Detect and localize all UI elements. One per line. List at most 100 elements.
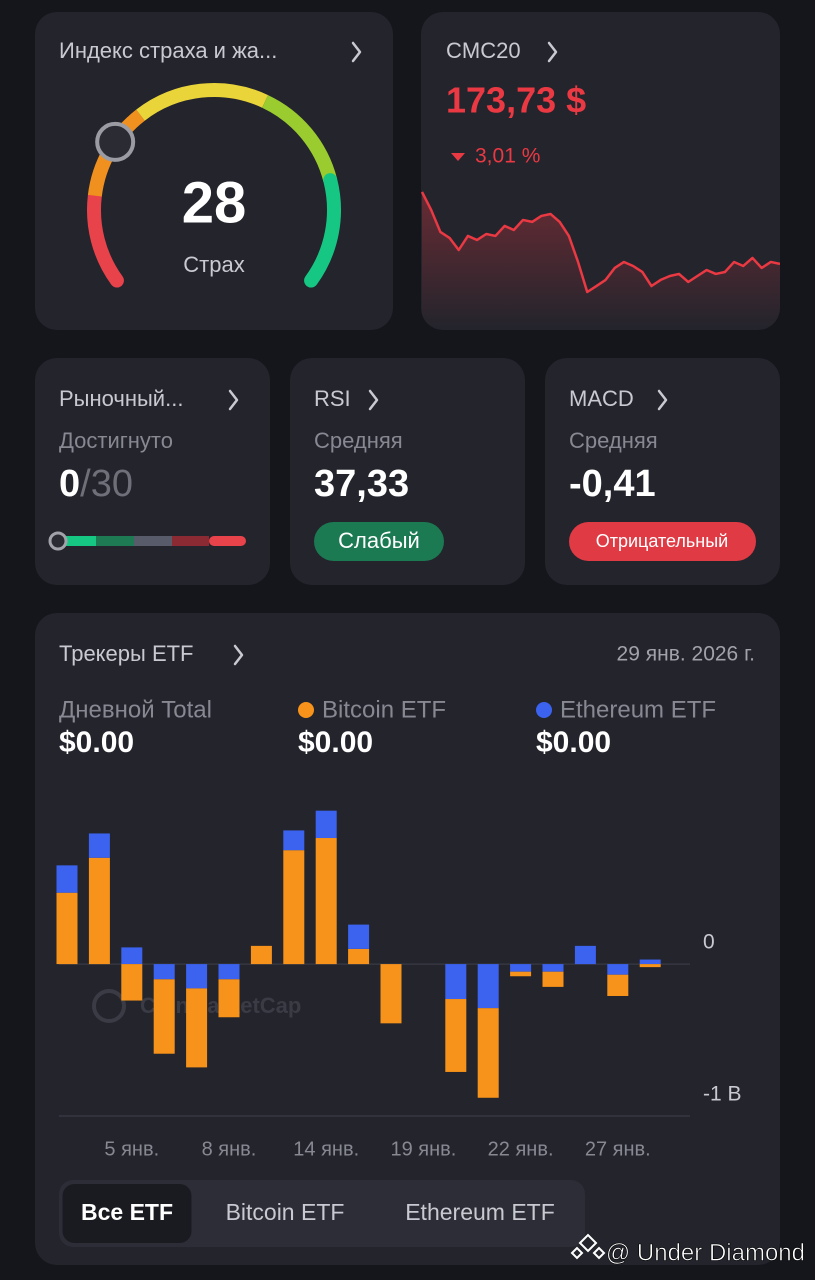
legend-label: Bitcoin ETF bbox=[322, 696, 446, 723]
gauge-arc bbox=[304, 173, 341, 288]
bar bbox=[153, 964, 175, 980]
bar bbox=[56, 865, 78, 893]
bar bbox=[477, 964, 499, 1009]
gauge-value: 28 bbox=[182, 170, 247, 235]
x-tick-label: 27 янв. bbox=[585, 1138, 651, 1160]
bar bbox=[218, 979, 240, 1018]
gauge-arc bbox=[261, 95, 338, 183]
card-title: CMC20 bbox=[446, 38, 521, 63]
bar bbox=[542, 964, 564, 972]
card bbox=[35, 613, 780, 1265]
bar bbox=[380, 964, 402, 1024]
bar bbox=[88, 833, 110, 858]
sparkline-group bbox=[421, 191, 780, 330]
down-arrow bbox=[451, 153, 465, 161]
etf-card: Трекеры ETF 29 янв. 2026 г. Дневной Tota… bbox=[35, 613, 780, 1265]
progress-segment bbox=[209, 536, 246, 546]
card-title[interactable]: Трекеры ETF bbox=[59, 641, 194, 666]
bar bbox=[88, 857, 110, 965]
badge bbox=[314, 522, 444, 561]
total-value: $0.00 bbox=[59, 726, 134, 759]
bar bbox=[153, 979, 175, 1054]
card-value: 37,33 bbox=[314, 463, 409, 505]
progress-segment bbox=[134, 536, 172, 546]
chevron bbox=[657, 389, 668, 411]
macd-card[interactable]: MACD Средняя -0,41 Отрицательный bbox=[545, 358, 780, 585]
tab[interactable]: Bitcoin ETF bbox=[226, 1199, 345, 1225]
card-value: -0,41 bbox=[569, 463, 656, 505]
bar bbox=[218, 964, 240, 980]
card-title: Рыночный... bbox=[59, 386, 183, 411]
bar bbox=[348, 948, 370, 965]
badge-text: Слабый bbox=[338, 528, 420, 553]
card bbox=[35, 12, 393, 330]
cmc20-card[interactable]: CMC20 173,73 $ 3,01 % bbox=[421, 12, 780, 330]
card-subtitle: Средняя bbox=[569, 428, 658, 453]
bar bbox=[348, 924, 370, 949]
bar bbox=[186, 964, 208, 989]
rsi-card[interactable]: RSI Средняя 37,33 Слабый bbox=[290, 358, 525, 585]
chevron bbox=[228, 389, 239, 411]
y-tick-label: -1 B bbox=[703, 1083, 742, 1106]
x-tick-label: 5 янв. bbox=[104, 1138, 159, 1160]
card-title: Индекс страха и жа... bbox=[59, 38, 277, 63]
gauge-knob bbox=[95, 121, 136, 162]
total-value: $0.00 bbox=[536, 726, 611, 759]
sparkline-area bbox=[422, 192, 780, 330]
bar bbox=[607, 974, 629, 996]
price-change: 3,01 % bbox=[475, 145, 540, 168]
date: 29 янв. 2026 г. bbox=[617, 643, 755, 666]
badge-text: Отрицательный bbox=[596, 531, 729, 551]
reached: 0 bbox=[59, 463, 80, 505]
bar bbox=[542, 971, 564, 987]
total-value: $0.00 bbox=[298, 726, 373, 759]
bar bbox=[56, 892, 78, 965]
bar bbox=[121, 947, 143, 965]
watermark-logo bbox=[92, 989, 126, 1023]
tab[interactable]: Все ETF bbox=[81, 1199, 173, 1225]
bar bbox=[574, 945, 596, 965]
card-subtitle: Достигнуто bbox=[59, 428, 173, 453]
legend-dot bbox=[536, 702, 552, 718]
bar bbox=[121, 964, 143, 1001]
card-value: 0/30 bbox=[59, 463, 133, 505]
watermark-text: @ Under Diamond bbox=[606, 1239, 805, 1266]
bar bbox=[510, 971, 532, 977]
chevron bbox=[351, 41, 362, 63]
bar bbox=[510, 964, 532, 972]
tab[interactable]: Ethereum ETF bbox=[405, 1199, 555, 1225]
progress-segment bbox=[58, 536, 96, 546]
bar bbox=[445, 999, 467, 1072]
watermark-icon bbox=[570, 1233, 606, 1260]
bar bbox=[315, 838, 337, 965]
progress-knob bbox=[48, 531, 68, 551]
bar bbox=[607, 964, 629, 975]
bar bbox=[283, 850, 305, 965]
bar bbox=[445, 964, 467, 1000]
gauge-label: Страх bbox=[183, 252, 244, 277]
y-tick-label: 0 bbox=[703, 931, 715, 954]
total: /30 bbox=[80, 463, 133, 505]
fear-greed-card[interactable]: Индекс страха и жа... 28 Страх bbox=[35, 12, 393, 330]
bar bbox=[250, 945, 272, 965]
card-subtitle: Средняя bbox=[314, 428, 403, 453]
chevron bbox=[368, 389, 379, 411]
legend-dot bbox=[298, 702, 314, 718]
progress-segment bbox=[172, 536, 209, 546]
gauge-arc bbox=[136, 83, 269, 121]
chevron[interactable] bbox=[233, 644, 244, 666]
legend-label: Ethereum ETF bbox=[560, 696, 716, 723]
card-title: RSI bbox=[314, 386, 351, 411]
footer-watermark: @ Under Diamond bbox=[570, 1233, 805, 1267]
bar bbox=[283, 830, 305, 851]
bar bbox=[477, 1008, 499, 1098]
price: 173,73 $ bbox=[446, 80, 586, 121]
card bbox=[35, 358, 270, 585]
gauge-arc bbox=[87, 188, 124, 288]
x-tick-label: 14 янв. bbox=[293, 1138, 359, 1160]
chevron bbox=[547, 41, 558, 63]
bar bbox=[639, 959, 661, 965]
x-tick-label: 8 янв. bbox=[202, 1138, 257, 1160]
market-cycle-card[interactable]: Рыночный... Достигнуто 0/30 bbox=[35, 358, 270, 585]
